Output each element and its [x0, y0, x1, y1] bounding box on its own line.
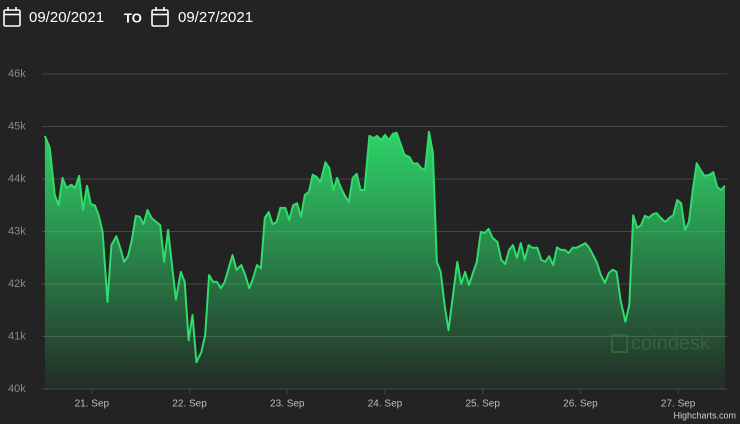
area-fill [44, 131, 726, 390]
watermark-logo [611, 334, 628, 353]
x-tick-label: 24. Sep [368, 399, 403, 410]
x-tick-label: 26. Sep [563, 399, 598, 410]
y-tick-label: 42k [8, 278, 26, 290]
y-tick-label: 43k [8, 225, 26, 237]
plot: 40k 41k 42k 43k 44k 45k 46k 21. Sep 22. Sep 23. S… [8, 68, 727, 410]
to-label: TO [124, 10, 142, 25]
x-tick-label: 27. Sep [661, 399, 696, 410]
x-tick-label: 22. Sep [172, 399, 207, 410]
calendar-icon[interactable] [151, 7, 169, 27]
y-tick-label: 41k [8, 330, 26, 342]
y-tick-label: 40k [8, 383, 26, 395]
y-tick-label: 46k [8, 68, 26, 80]
y-tick-label: 45k [8, 120, 26, 132]
date-range: 09/20/2021 TO 09/27/2021 [3, 7, 253, 27]
credits: Highcharts.com [673, 410, 736, 420]
x-tick-label: 23. Sep [270, 399, 305, 410]
to-date[interactable]: 09/27/2021 [178, 9, 253, 26]
watermark: coindesk [631, 332, 711, 354]
from-date[interactable]: 09/20/2021 [29, 9, 104, 26]
x-tick-label: 21. Sep [75, 399, 110, 410]
y-tick-label: 44k [8, 173, 26, 185]
price-line [43, 130, 726, 364]
x-tick-label: 25. Sep [465, 399, 500, 410]
calendar-icon[interactable] [3, 7, 21, 27]
